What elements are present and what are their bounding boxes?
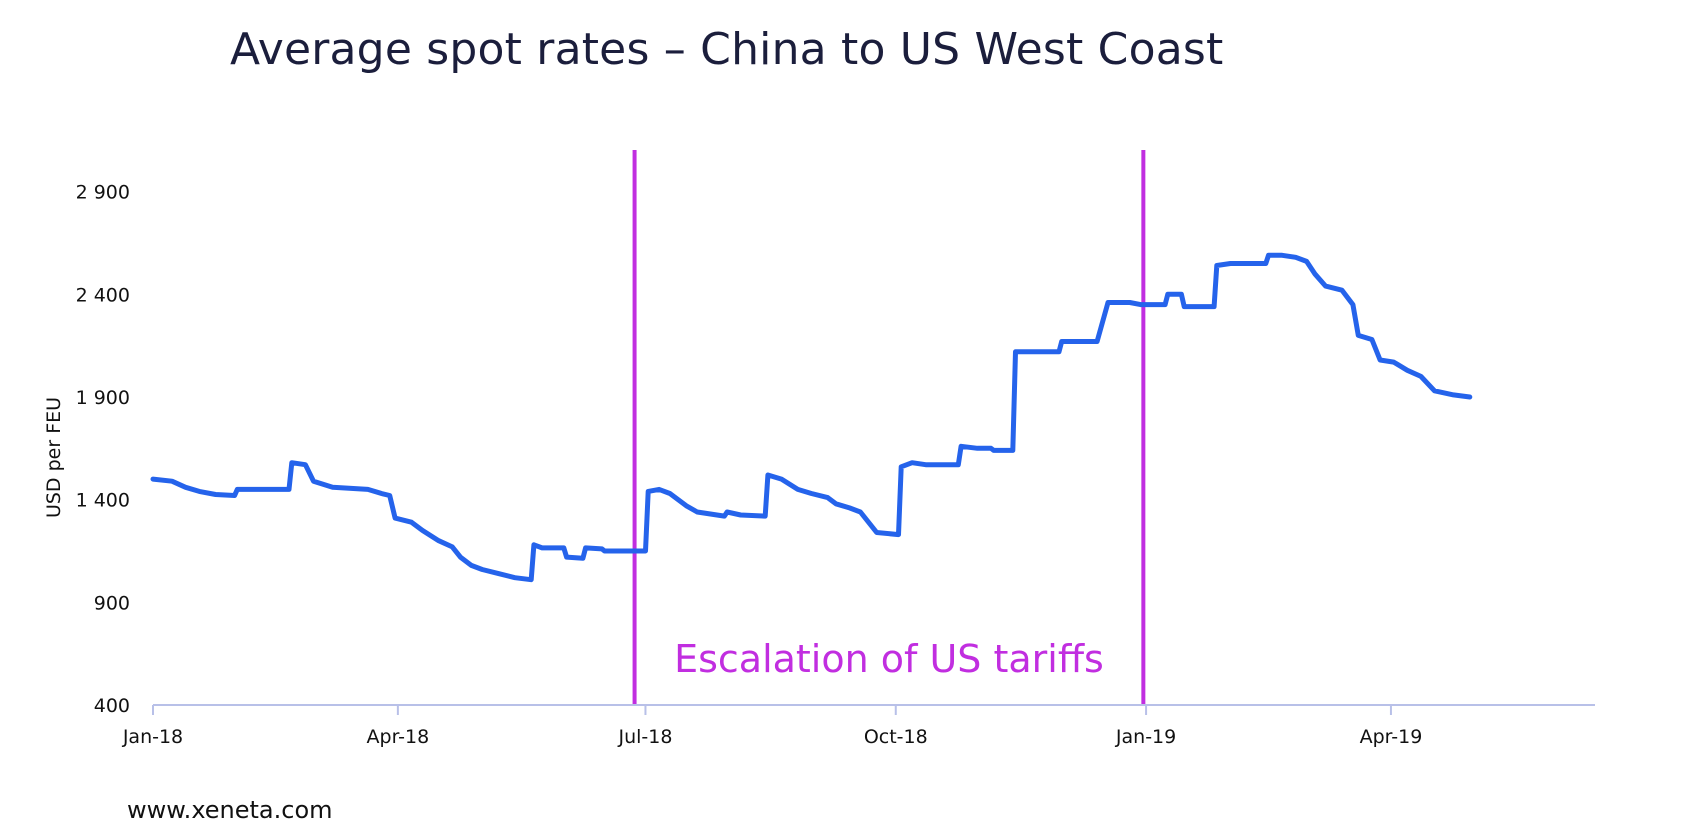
y-axis-label: USD per FEU	[43, 397, 65, 518]
source-url: www.xeneta.com	[127, 796, 333, 824]
y-axis: 400 900 1 400 1 900 2 400 2 900	[76, 182, 130, 717]
x-axis: Jan-18 Apr-18 Jul-18 Oct-18 Jan-19 Apr-19	[122, 704, 1595, 748]
x-tick-label: Jan-18	[122, 726, 183, 748]
y-tick-label: 2 400	[76, 284, 130, 306]
y-tick-label: 1 900	[76, 387, 130, 409]
x-tick-label: Apr-19	[1360, 726, 1423, 748]
y-tick-label: 400	[94, 695, 130, 717]
chart-title: Average spot rates – China to US West Co…	[230, 24, 1224, 75]
x-tick-label: Jul-18	[617, 726, 672, 748]
x-tick-label: Jan-19	[1115, 726, 1176, 748]
annotation-label: Escalation of US tariffs	[674, 637, 1104, 681]
x-tick-label: Apr-18	[367, 726, 430, 748]
y-tick-label: 900	[94, 592, 130, 614]
x-tick-label: Oct-18	[864, 726, 928, 748]
marker-lines	[632, 150, 1146, 705]
y-tick-label: 2 900	[76, 182, 130, 204]
y-tick-label: 1 400	[76, 490, 130, 512]
series-line	[150, 252, 1473, 583]
